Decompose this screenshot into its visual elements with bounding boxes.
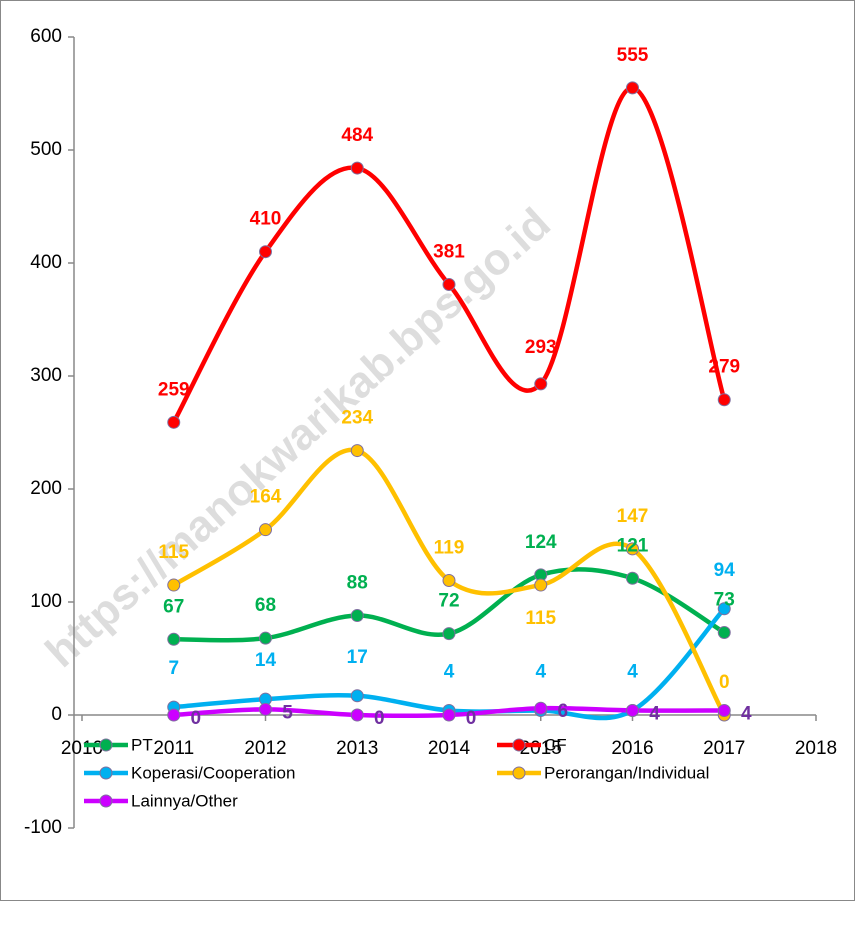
data-label: 147: [617, 506, 649, 527]
data-point: [167, 415, 181, 429]
data-label: 73: [714, 590, 735, 611]
legend-label: CF: [544, 735, 567, 754]
y-tick-label: 400: [30, 252, 62, 273]
x-tick-label: 2013: [336, 738, 378, 759]
chart-frame: [0, 0, 855, 901]
data-point: [167, 708, 181, 722]
data-point: [350, 444, 364, 458]
x-tick-label: 2012: [244, 738, 286, 759]
legend-label: PT: [131, 735, 153, 754]
legend-item: Perorangan/Individual: [497, 763, 709, 782]
legend-item: Koperasi/Cooperation: [84, 763, 295, 782]
data-point: [717, 602, 731, 616]
data-label: 68: [255, 595, 276, 616]
data-label: 279: [708, 357, 740, 378]
data-label: 555: [617, 45, 649, 66]
data-point: [442, 574, 456, 588]
data-label: 4: [741, 703, 752, 724]
data-label: 115: [525, 608, 556, 629]
y-tick-label: 0: [51, 704, 62, 725]
legend-marker: [512, 766, 526, 780]
legend-label: Lainnya/Other: [131, 791, 238, 810]
data-label: 119: [434, 538, 465, 559]
data-point: [534, 578, 548, 592]
data-point: [626, 571, 639, 585]
series: [167, 81, 731, 429]
data-point: [259, 245, 272, 259]
legend-item: CF: [497, 735, 567, 754]
data-point: [167, 578, 181, 592]
data-label: 14: [255, 650, 277, 671]
data-point: [259, 523, 272, 537]
data-label: 164: [250, 487, 282, 508]
data-point: [626, 81, 639, 95]
data-point: [259, 631, 272, 645]
y-tick-label: 300: [30, 365, 62, 386]
data-label: 67: [163, 596, 184, 617]
data-label: 4: [627, 661, 638, 682]
data-label: 72: [438, 591, 459, 612]
data-label: 94: [714, 560, 736, 581]
legend-marker: [512, 738, 526, 752]
y-tick-label: 600: [30, 26, 62, 47]
data-label: 0: [190, 708, 201, 729]
data-point: [626, 542, 639, 556]
legend-marker: [99, 794, 113, 808]
data-label: 4: [649, 703, 660, 724]
legend-label: Perorangan/Individual: [544, 763, 709, 782]
data-label: 115: [158, 542, 189, 563]
y-tick-label: 100: [30, 591, 62, 612]
data-label: 234: [341, 408, 373, 429]
data-point: [350, 609, 364, 623]
data-label: 259: [158, 379, 190, 400]
data-label: 121: [617, 535, 649, 556]
legend-item: PT: [84, 735, 153, 754]
x-tick-label: 2018: [795, 738, 837, 759]
x-tick-label: 2017: [703, 738, 745, 759]
x-tick-label: 2014: [428, 738, 471, 759]
data-label: 0: [466, 708, 477, 729]
data-label: 0: [719, 672, 730, 693]
y-tick-label: 200: [30, 478, 62, 499]
x-tick-label: 2016: [611, 738, 653, 759]
data-point: [442, 627, 456, 641]
data-label: 410: [250, 209, 282, 230]
series: [167, 567, 731, 646]
data-point: [442, 708, 456, 722]
data-label: 4: [535, 661, 546, 682]
data-label: 5: [282, 702, 293, 723]
data-label: 484: [341, 125, 373, 146]
data-label: 293: [525, 337, 557, 358]
data-point: [534, 701, 548, 715]
series: [167, 701, 731, 722]
data-point: [717, 626, 731, 640]
data-label: 7: [168, 658, 179, 679]
y-tick-label: -100: [24, 817, 62, 838]
data-label: 4: [444, 661, 455, 682]
data-point: [442, 277, 456, 291]
data-point: [350, 708, 364, 722]
data-label: 381: [433, 241, 465, 262]
legend-item: Lainnya/Other: [84, 791, 238, 810]
data-point: [259, 702, 272, 716]
data-point: [717, 393, 731, 407]
data-label: 17: [347, 647, 368, 668]
legend-label: Koperasi/Cooperation: [131, 763, 295, 782]
data-point: [626, 703, 639, 717]
y-tick-label: 500: [30, 139, 62, 160]
data-point: [350, 689, 364, 703]
data-label: 6: [557, 701, 568, 722]
x-tick-label: 2010: [61, 738, 103, 759]
legend-marker: [99, 738, 113, 752]
x-tick-label: 2011: [153, 738, 194, 759]
data-point: [350, 161, 364, 175]
data-point: [534, 377, 548, 391]
data-label: 88: [347, 573, 368, 594]
data-label: 0: [374, 708, 385, 729]
data-point: [717, 703, 731, 717]
data-label: 124: [525, 532, 557, 553]
data-point: [167, 632, 181, 646]
legend-marker: [99, 766, 113, 780]
